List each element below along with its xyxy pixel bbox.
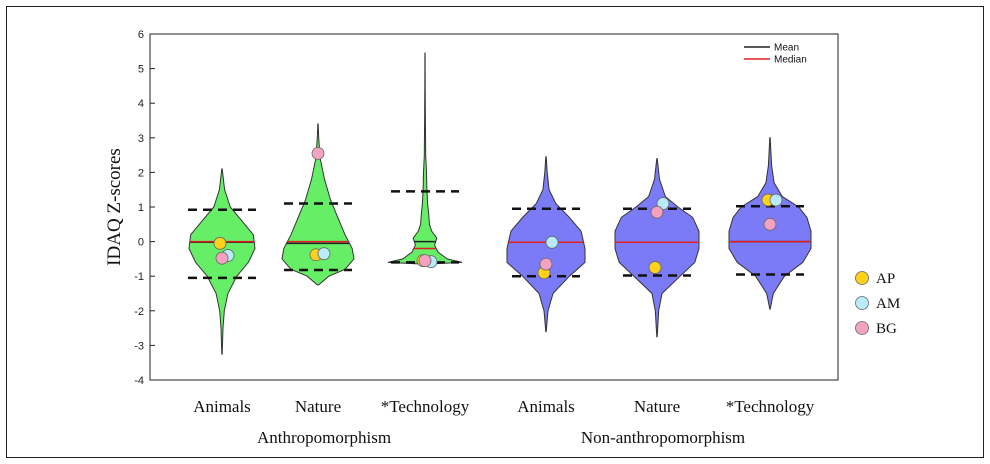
y-tick-label: -4 — [134, 375, 144, 387]
point-bg — [311, 146, 325, 160]
point-ap — [213, 236, 227, 250]
y-tick-label: 0 — [138, 237, 144, 249]
violin-1 — [188, 168, 256, 355]
category-label: Nature — [634, 397, 680, 416]
axis-labels: Animals Nature *Technology Animals Nature *Te… — [104, 148, 815, 447]
group-label: Anthropomorphism — [257, 428, 391, 447]
y-tick-label: -3 — [134, 340, 144, 352]
violin-body — [387, 52, 463, 265]
group-label: Non-anthropomorphism — [581, 428, 745, 447]
subject-legend: AP AM BG — [855, 271, 900, 337]
violin-2 — [281, 123, 355, 286]
figure-frame — [6, 6, 984, 458]
y-axis-label: IDAQ Z-scores — [104, 148, 125, 266]
y-tick-label: 6 — [138, 29, 144, 41]
point-bg — [539, 257, 553, 271]
category-label: *Technology — [726, 397, 815, 416]
legend-point-label: AM — [876, 296, 900, 312]
point-am — [545, 235, 559, 249]
y-tick-label: 2 — [138, 167, 144, 179]
point-bg — [215, 251, 229, 265]
y-tick-label: 5 — [138, 64, 144, 76]
violins — [188, 52, 812, 355]
violin-body — [614, 158, 700, 338]
y-tick-label: -2 — [134, 306, 144, 318]
point-am — [769, 193, 783, 207]
y-tick-label: 1 — [138, 202, 144, 214]
y-tick-label: 3 — [138, 133, 144, 145]
point-bg — [650, 205, 664, 219]
legend-point-ap — [855, 271, 869, 285]
category-label: *Technology — [381, 397, 470, 416]
plot-area-box — [149, 33, 839, 381]
violin-4 — [506, 156, 586, 333]
legend-point-am — [855, 296, 869, 310]
point-ap — [648, 261, 662, 274]
y-tick-label: -1 — [134, 271, 144, 283]
category-label: Animals — [517, 397, 575, 416]
legend-point-label: AP — [876, 271, 895, 287]
violin-6 — [728, 137, 812, 310]
legend-label: Mean — [774, 43, 799, 54]
legend-label: Median — [774, 55, 807, 66]
category-label: Animals — [193, 397, 251, 416]
point-am — [317, 247, 331, 261]
category-label: Nature — [295, 397, 341, 416]
violin-3 — [387, 52, 463, 269]
legend-point-label: BG — [876, 321, 897, 337]
axes: -4 -3 -2 -1 0 1 2 3 4 5 6 — [134, 29, 839, 387]
y-tick-label: 4 — [138, 98, 144, 110]
point-bg — [763, 217, 777, 231]
point-bg — [418, 254, 432, 268]
violin-5 — [614, 158, 700, 338]
legend-point-bg — [855, 321, 869, 335]
